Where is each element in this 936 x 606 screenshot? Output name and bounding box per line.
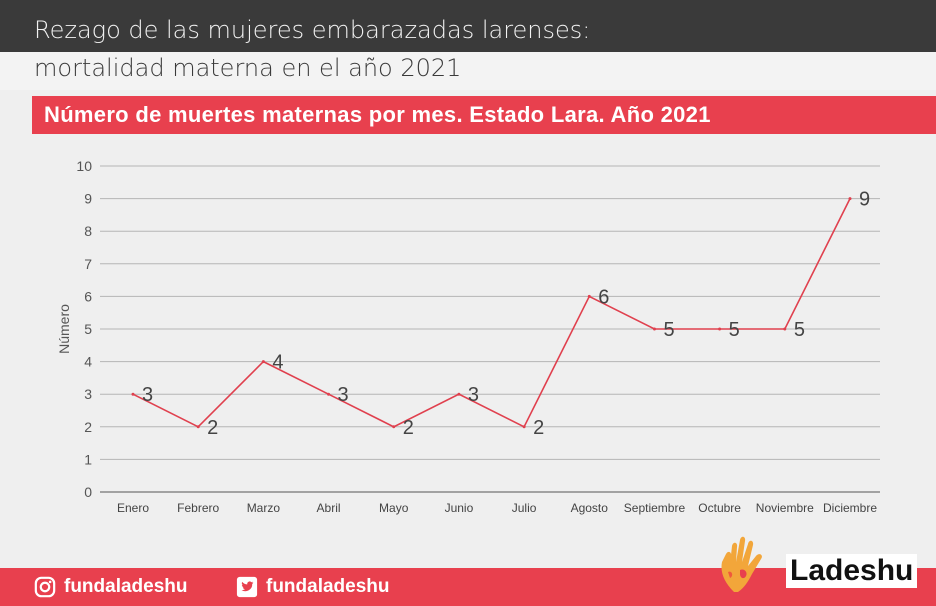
x-tick-label: Agosto (571, 501, 609, 515)
twitter-icon (236, 576, 258, 598)
data-label: 4 (272, 352, 283, 374)
data-label: 3 (338, 384, 349, 406)
chart-title-banner: Número de muertes maternas por mes. Esta… (32, 96, 936, 134)
data-point (783, 327, 787, 331)
data-point (261, 360, 265, 364)
x-tick-label: Abril (317, 501, 341, 515)
series-line (132, 198, 851, 428)
data-label: 5 (794, 319, 805, 341)
data-label: 3 (142, 384, 153, 406)
data-label: 5 (729, 319, 740, 341)
y-tick-label: 5 (84, 321, 92, 337)
x-tick-label: Julio (512, 501, 537, 515)
instagram-link[interactable]: fundaladeshu (34, 576, 188, 598)
x-tick-label: Marzo (247, 501, 281, 515)
data-point (196, 425, 200, 429)
header: Rezago de las mujeres embarazadas larens… (0, 0, 936, 90)
data-point (327, 392, 331, 396)
data-point (848, 197, 852, 201)
x-tick-label: Noviembre (756, 501, 814, 515)
data-label: 3 (468, 384, 479, 406)
logo-text: Ladeshu (786, 554, 918, 588)
data-point (652, 327, 656, 331)
x-tick-label: Junio (445, 501, 474, 515)
y-axis-label: Número (56, 304, 72, 354)
ladeshu-logo: Ladeshu (716, 532, 926, 598)
line-chart: 0 1 2 3 4 5 6 7 8 9 10 Número Enero Febrero Marzo Abril… (56, 158, 880, 515)
y-tick-label: 0 (84, 484, 92, 500)
x-tick-label: Mayo (379, 501, 409, 515)
y-tick-label: 6 (84, 288, 92, 304)
data-label: 5 (663, 319, 674, 341)
data-point (131, 392, 135, 396)
x-tick-label: Febrero (177, 501, 219, 515)
data-point (392, 425, 396, 429)
data-label: 2 (207, 417, 218, 439)
y-tick-label: 3 (84, 386, 92, 402)
instagram-handle: fundaladeshu (64, 576, 188, 597)
footer: fundaladeshu fundaladeshu (0, 568, 936, 606)
instagram-icon (34, 576, 56, 598)
data-label: 2 (403, 417, 414, 439)
y-tick-label: 9 (84, 191, 92, 207)
x-tick-label: Enero (117, 501, 149, 515)
hand-logo-icon (721, 536, 772, 592)
y-tick-label: 8 (84, 223, 92, 239)
data-label: 9 (859, 189, 870, 211)
twitter-handle: fundaladeshu (266, 576, 390, 597)
x-tick-label: Octubre (698, 501, 741, 515)
data-label: 2 (533, 417, 544, 439)
data-point (522, 425, 526, 429)
data-point (718, 327, 722, 331)
data-label: 6 (598, 286, 609, 308)
y-tick-label: 7 (84, 256, 92, 272)
x-tick-label: Diciembre (823, 501, 877, 515)
data-point (587, 294, 591, 298)
data-point (457, 392, 461, 396)
x-tick-label: Septiembre (624, 501, 686, 515)
chart-title: Número de muertes maternas por mes. Esta… (44, 102, 711, 127)
page-title-line2: mortalidad materna en el año 2021 (34, 54, 462, 82)
chart-area: 0 1 2 3 4 5 6 7 8 9 10 Número Enero Febrero Marzo Abril… (0, 140, 936, 530)
y-tick-label: 10 (76, 158, 92, 174)
y-tick-label: 4 (84, 354, 92, 370)
y-tick-label: 1 (84, 451, 92, 467)
twitter-link[interactable]: fundaladeshu (236, 576, 390, 598)
y-tick-label: 2 (84, 419, 92, 435)
page-title-line1: Rezago de las mujeres embarazadas larens… (34, 16, 591, 44)
